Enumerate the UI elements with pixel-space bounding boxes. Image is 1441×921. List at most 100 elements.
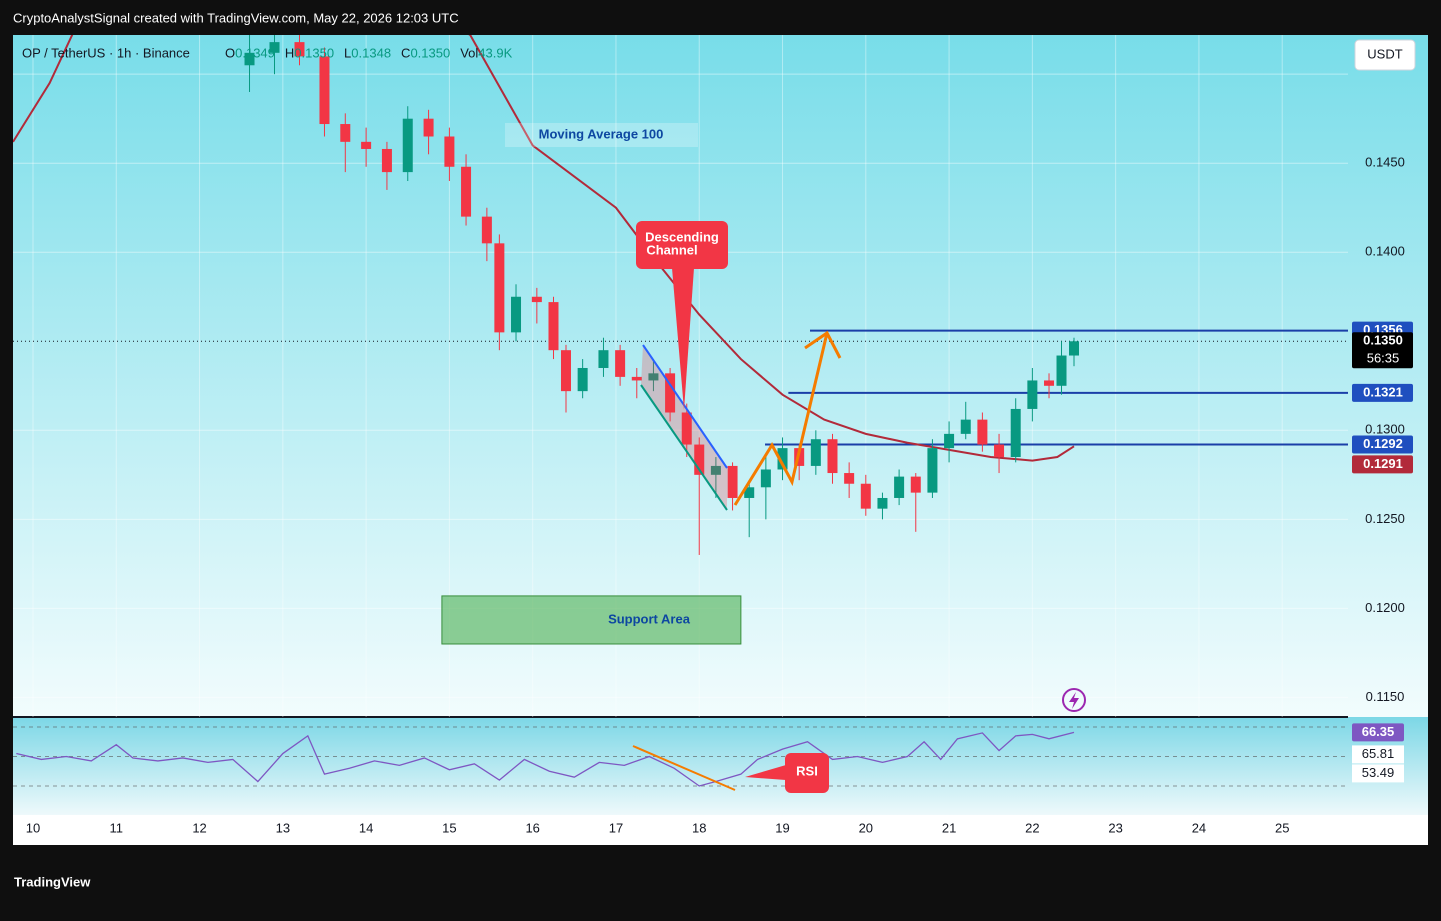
ohlc-key: Vol bbox=[460, 45, 478, 60]
candle-body bbox=[777, 448, 788, 470]
header-title: CryptoAnalystSignal created with Trading… bbox=[13, 10, 459, 25]
level-label: 0.1321 bbox=[1363, 384, 1403, 399]
rsi-callout-text: RSI bbox=[796, 763, 818, 778]
alert-icon[interactable] bbox=[1062, 688, 1086, 712]
candle-body bbox=[827, 439, 838, 474]
currency: USDT bbox=[1367, 46, 1402, 61]
y-tick-label: 0.1450 bbox=[1365, 155, 1405, 170]
candle-body bbox=[1010, 408, 1021, 458]
countdown: 56:35 bbox=[1367, 351, 1400, 366]
candle-body bbox=[444, 136, 455, 167]
ohlc-value: 0.1350 bbox=[294, 45, 334, 60]
ohlc-value: 43.9K bbox=[478, 45, 512, 60]
ma-line bbox=[13, 35, 1075, 462]
candle-body bbox=[960, 419, 971, 434]
rsi-extra: 65.81 bbox=[1362, 746, 1395, 761]
y-tick-label: 0.1250 bbox=[1365, 511, 1405, 526]
candle-body bbox=[1056, 355, 1067, 386]
candle-body bbox=[665, 373, 676, 413]
candle-body bbox=[631, 376, 642, 381]
y-tick-label: 0.1400 bbox=[1365, 244, 1405, 259]
candle-body bbox=[760, 469, 771, 488]
candle-body bbox=[598, 350, 609, 368]
candle-body bbox=[531, 296, 542, 303]
rsi-value: 66.35 bbox=[1362, 724, 1395, 739]
ma-name-bg bbox=[505, 123, 698, 147]
x-tick-label: 16 bbox=[525, 820, 539, 835]
rsi-box bbox=[1352, 723, 1404, 742]
candle-body bbox=[361, 141, 372, 149]
y-tick-label: 0.1200 bbox=[1365, 600, 1405, 615]
candle-body bbox=[844, 473, 855, 484]
candle-body bbox=[511, 296, 522, 333]
channel-top bbox=[642, 344, 728, 469]
ohlc-key: H bbox=[285, 45, 294, 60]
candle-body bbox=[548, 302, 559, 351]
channel-bottom bbox=[640, 384, 728, 511]
alert-bolt bbox=[1069, 692, 1079, 709]
callout-text: Channel bbox=[646, 242, 697, 257]
rsi-extra-box bbox=[1352, 764, 1404, 783]
x-tick-label: 21 bbox=[942, 820, 956, 835]
ma-name: Moving Average 100 bbox=[539, 126, 664, 141]
ma-label: 0.1291 bbox=[1363, 456, 1403, 471]
x-tick-label: 18 bbox=[692, 820, 706, 835]
projection-arrow bbox=[733, 332, 829, 506]
x-tick-label: 15 bbox=[442, 820, 456, 835]
callout-pointer bbox=[672, 268, 694, 410]
candle-body bbox=[727, 465, 738, 498]
last-price-box bbox=[1352, 332, 1413, 369]
rsi-pointer bbox=[745, 765, 786, 780]
x-tick-label: 11 bbox=[110, 820, 124, 835]
candle-body bbox=[648, 373, 659, 381]
logo: TradingView bbox=[14, 874, 91, 889]
currency-button[interactable] bbox=[1354, 39, 1416, 71]
channel-callout bbox=[636, 221, 728, 269]
candle-body bbox=[560, 350, 571, 392]
candle-body bbox=[694, 444, 705, 475]
x-tick-label: 22 bbox=[1025, 820, 1039, 835]
rsi-extra-box bbox=[1352, 745, 1404, 764]
x-tick-label: 12 bbox=[192, 820, 206, 835]
x-tick-label: 20 bbox=[859, 820, 873, 835]
candle-body bbox=[710, 465, 721, 475]
candle-body bbox=[269, 42, 280, 53]
callout-text: Descending bbox=[645, 229, 719, 244]
candle-body bbox=[494, 243, 505, 333]
candle-body bbox=[244, 52, 255, 66]
candle-body bbox=[977, 419, 988, 445]
candle-body bbox=[615, 350, 626, 377]
candle-body bbox=[681, 412, 692, 445]
ohlc-value: 0.1349 bbox=[235, 45, 275, 60]
candle-body bbox=[423, 118, 434, 137]
ohlc-key: C bbox=[401, 45, 410, 60]
level-label: 0.1292 bbox=[1363, 436, 1403, 451]
y-tick-label: 0.1300 bbox=[1365, 422, 1405, 437]
x-tick-label: 10 bbox=[26, 820, 40, 835]
candle-body bbox=[294, 42, 305, 57]
x-tick-label: 24 bbox=[1192, 820, 1206, 835]
candle-body bbox=[927, 448, 938, 493]
x-tick-label: 14 bbox=[359, 820, 373, 835]
y-tick-label: 0.1150 bbox=[1366, 689, 1405, 704]
rsi-extra: 53.49 bbox=[1362, 765, 1395, 780]
support-area bbox=[441, 595, 742, 645]
x-tick-label: 19 bbox=[775, 820, 789, 835]
candle-body bbox=[944, 433, 955, 449]
symbol: OP / TetherUS · 1h · Binance bbox=[22, 45, 190, 60]
candle-body bbox=[381, 148, 392, 173]
level-box bbox=[1352, 435, 1413, 454]
candle-body bbox=[860, 483, 871, 509]
ohlc-key: O bbox=[225, 45, 235, 60]
ohlc-key: L bbox=[344, 45, 351, 60]
rsi-callout bbox=[785, 753, 829, 793]
last-price-label: 0.1350 bbox=[1363, 333, 1403, 348]
candle-body bbox=[744, 487, 755, 498]
arrow-head bbox=[804, 330, 842, 359]
rsi-pane bbox=[13, 717, 1428, 815]
candle-body bbox=[481, 216, 492, 244]
candle-body bbox=[1069, 341, 1080, 356]
candle-body bbox=[910, 476, 921, 493]
candle-body bbox=[994, 444, 1005, 458]
